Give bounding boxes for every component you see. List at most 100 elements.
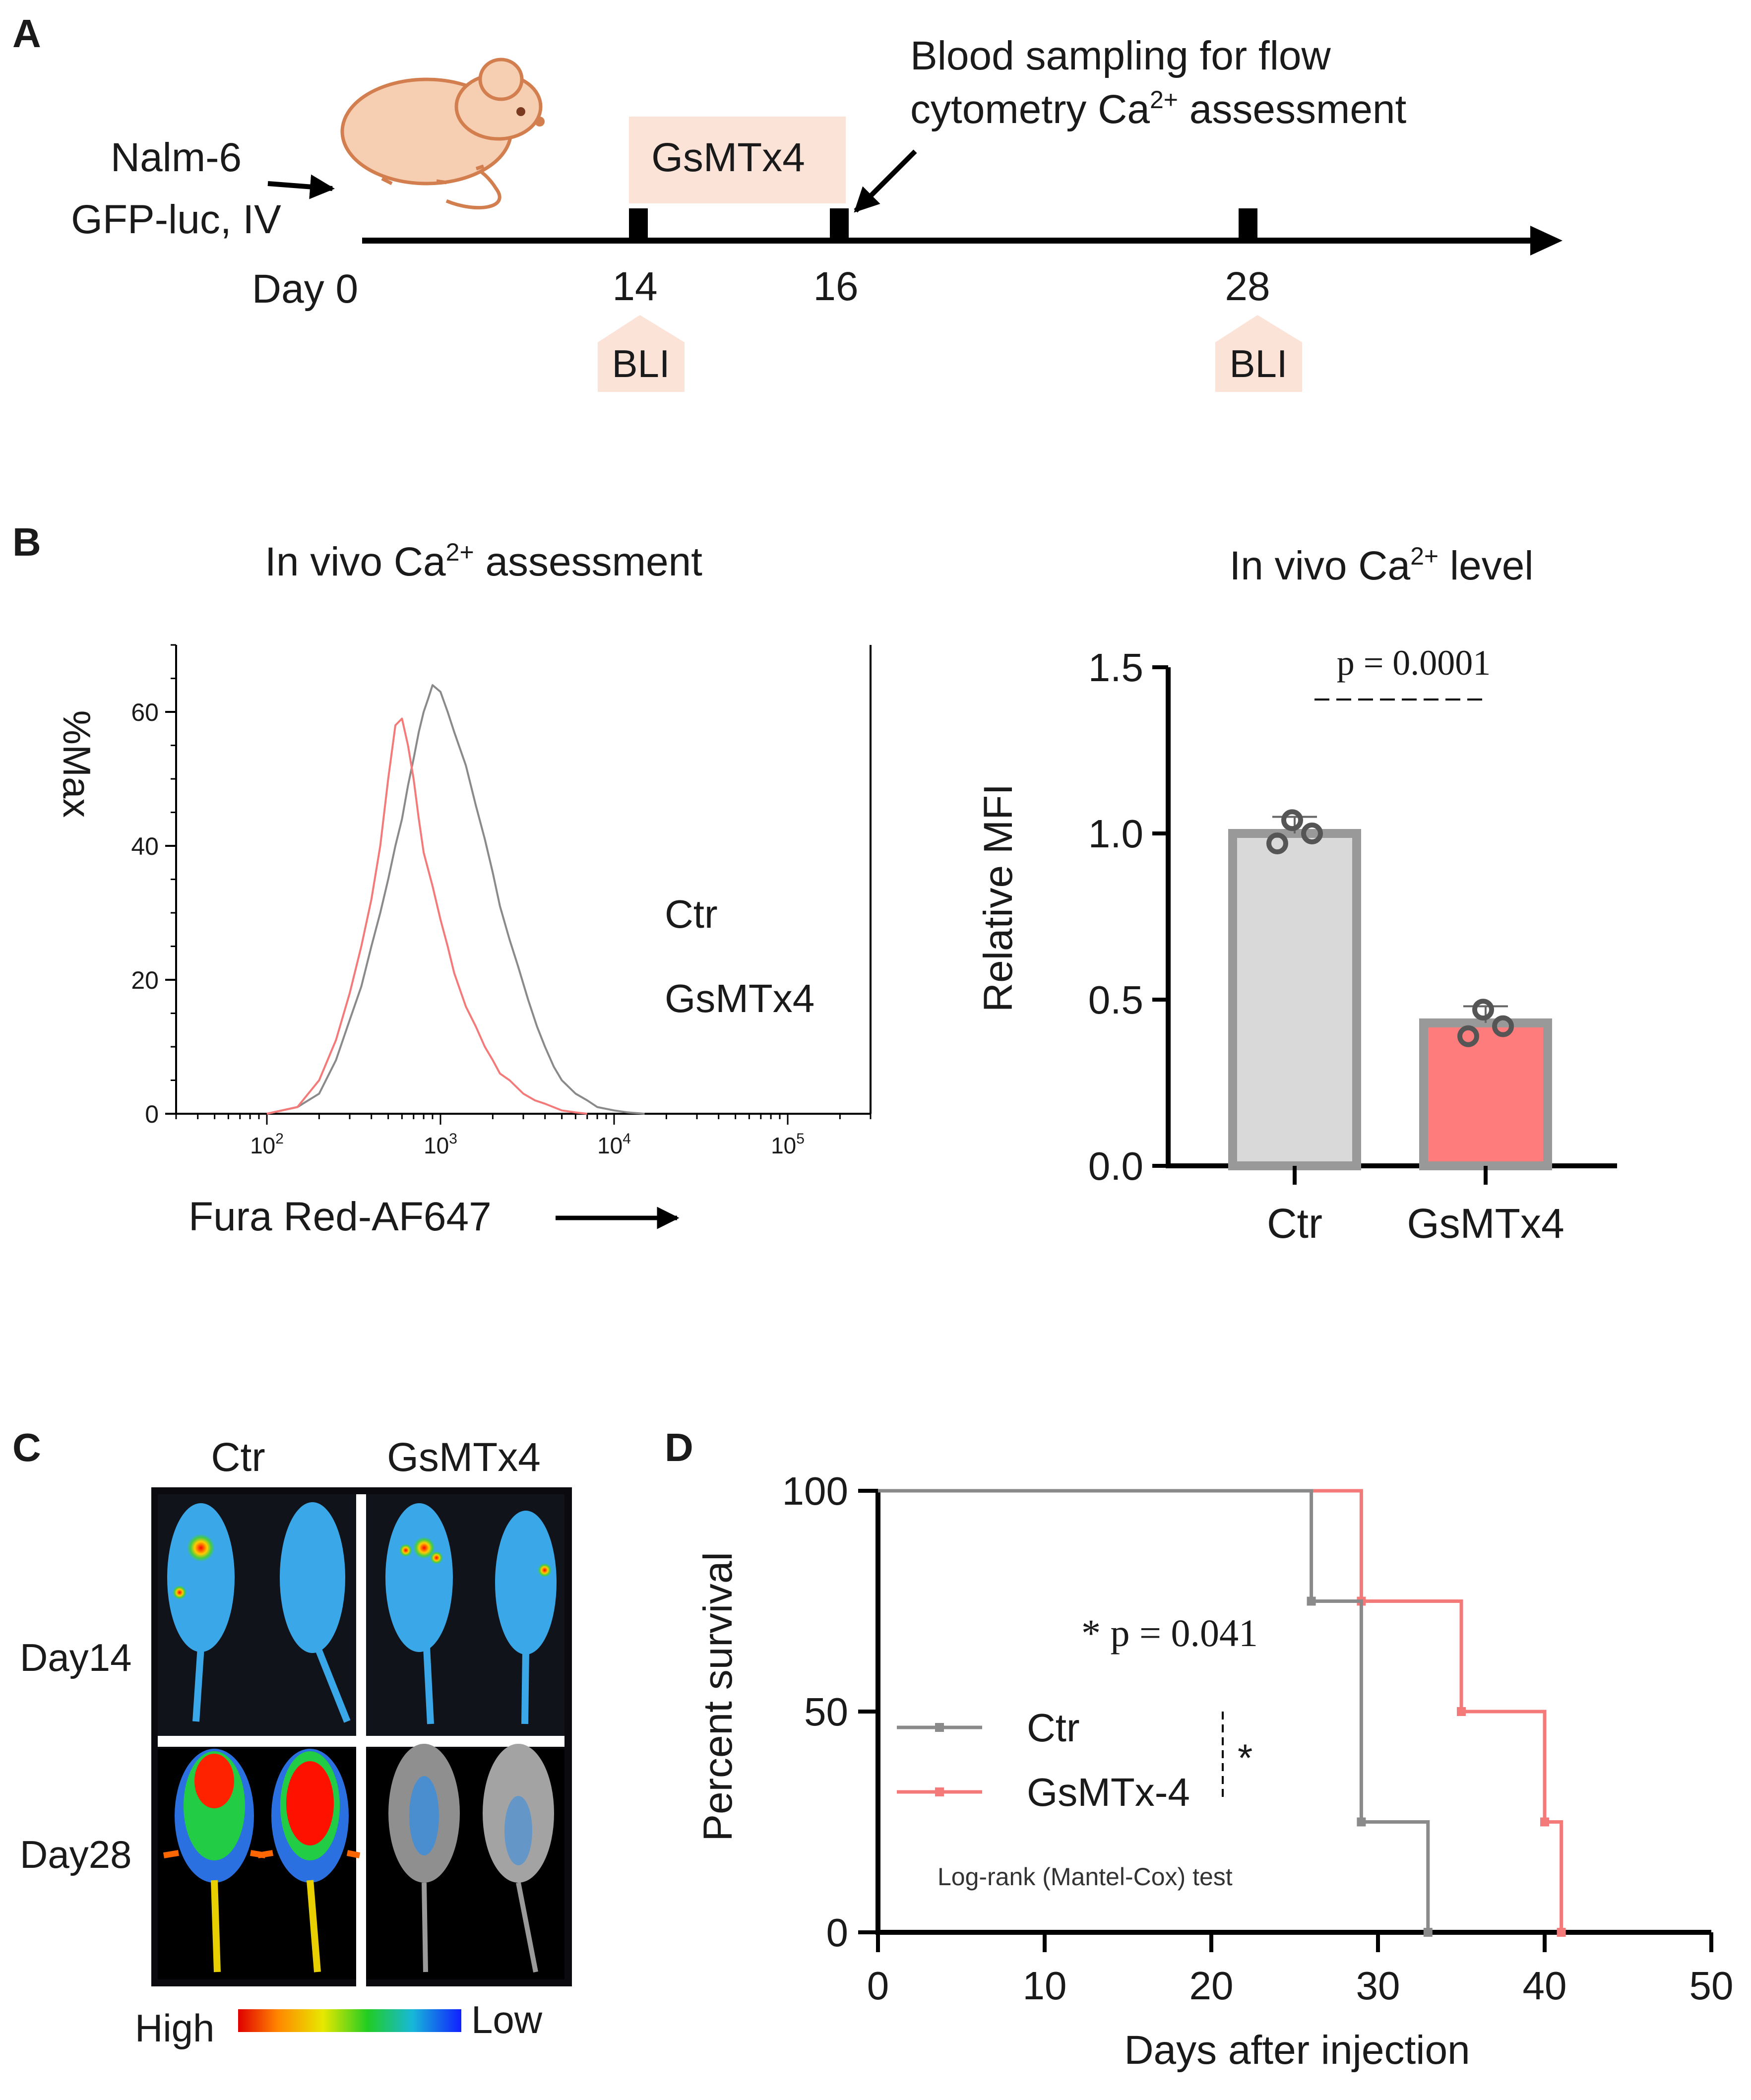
cells-label-line1: Nalm-6 [111, 135, 242, 180]
panel-d-label: D [665, 1425, 693, 1469]
histogram-x-tick-label: 105 [771, 1131, 805, 1158]
data-point [1492, 1015, 1514, 1037]
survival-test-label: Log-rank (Mantel-Cox) test [938, 1863, 1233, 1891]
panel-b-label: B [12, 520, 41, 564]
timeline-arrow-icon [1530, 226, 1563, 255]
significance-star: * [1238, 1736, 1252, 1780]
mouse-image [163, 1749, 266, 1973]
censor-mark [1307, 1596, 1316, 1606]
row-label-day28: Day28 [20, 1833, 131, 1876]
day-label: Day 0 [252, 266, 358, 312]
bar-chart-category-label: GsMTx4 [1407, 1200, 1564, 1247]
panel-a-label: A [12, 11, 41, 56]
histogram-x-tick-label: 104 [597, 1131, 631, 1158]
scale-low-label: Low [471, 1998, 543, 2041]
survival-x-tick-label: 50 [1689, 1964, 1734, 2008]
bar-chart-y-tick-label: 1.5 [1088, 645, 1143, 690]
day-label: 16 [813, 264, 858, 309]
panel-c-label: C [12, 1425, 41, 1469]
mouse-icon [340, 58, 545, 210]
legend-label: GsMTx-4 [1027, 1770, 1190, 1814]
mouse-image [388, 1744, 460, 1973]
panel-d: D Percent survival Days after injection … [665, 1425, 1733, 2073]
bar-chart-p-value: p = 0.0001 [1337, 643, 1491, 683]
treatment-box [629, 117, 846, 203]
censor-mark [1423, 1928, 1433, 1937]
histogram-y-axis-label: %Max [55, 710, 99, 818]
timeline-marker-day16 [830, 208, 849, 241]
legend-gsmtx4: GsMTx4 [665, 976, 814, 1020]
bar-chart-y-axis-label: Relative MFI [976, 784, 1021, 1012]
column-label-ctr: Ctr [211, 1435, 265, 1480]
histogram-series-line [266, 684, 645, 1115]
survival-y-tick-label: 0 [826, 1910, 849, 1955]
histogram-y-tick-label: 40 [131, 832, 159, 860]
censor-mark [1357, 1817, 1366, 1827]
day-label: 28 [1225, 264, 1270, 309]
histogram-plot: 0 20 40 60 102 103 104 105 Ctr GsMTx4 [131, 644, 872, 1158]
bli-image-panel [151, 1487, 572, 1986]
survival-y-axis-label: Percent survival [695, 1552, 741, 1841]
bli-marker-day28 [1215, 315, 1302, 392]
legend-label: Ctr [1027, 1706, 1080, 1750]
histogram-title: In vivo Ca2+ assessment [265, 538, 702, 584]
sampling-label-line2: cytometry Ca2+ assessment [910, 86, 1407, 132]
cells-label-line2: GFP-luc, IV [71, 197, 281, 242]
histogram-y-tick-label: 0 [145, 1100, 159, 1128]
histogram-y-tick-label: 60 [131, 699, 159, 726]
censor-mark [1557, 1928, 1566, 1937]
panel-b: B In vivo Ca2+ assessment %Max 0 20 40 60 10… [12, 520, 1617, 1247]
mouse-image [385, 1503, 453, 1724]
survival-x-tick-label: 30 [1356, 1964, 1400, 2008]
survival-y-tick-label: 50 [804, 1690, 848, 1734]
injection-arrow-icon [267, 174, 335, 199]
survival-series-line [878, 1489, 1430, 1932]
data-point [1281, 809, 1303, 831]
bli-label: BLI [612, 342, 670, 385]
data-point [1457, 1025, 1479, 1047]
histogram-x-tick-label: 103 [424, 1131, 457, 1158]
sampling-label-line1: Blood sampling for flow [910, 33, 1331, 78]
bar-chart-plot: 0.0 0.5 1.0 1.5 Ctr GsMTx4 p = 0.0001 [1088, 643, 1617, 1247]
histogram-series-line [266, 717, 588, 1115]
color-scale-bar [238, 2009, 461, 2032]
survival-x-tick-label: 40 [1523, 1964, 1567, 2008]
bar-chart-y-tick-label: 0.0 [1088, 1144, 1143, 1188]
mouse-image [495, 1511, 557, 1724]
treatment-label: GsMTx4 [651, 135, 805, 180]
data-point [1301, 823, 1323, 844]
survival-x-tick-label: 20 [1189, 1964, 1234, 2008]
survival-x-tick-label: 0 [867, 1964, 889, 2008]
survival-x-tick-label: 10 [1023, 1964, 1067, 2008]
timeline-marker-day28 [1239, 208, 1257, 241]
survival-x-axis-label: Days after injection [1124, 2028, 1470, 2073]
mouse-image [257, 1749, 361, 1973]
sampling-arrow-icon [854, 149, 917, 213]
legend-ctr: Ctr [665, 892, 718, 936]
survival-plot: 0 50 100 0 10 20 30 40 50 Ctr GsMTx-4 [782, 1469, 1734, 2008]
bar [1228, 829, 1361, 1170]
legend-marker [935, 1787, 944, 1796]
censor-mark [1457, 1707, 1466, 1716]
bli-label: BLI [1229, 342, 1287, 385]
histogram-x-axis-label: Fura Red-AF647 [188, 1194, 492, 1239]
legend-marker [935, 1723, 944, 1732]
mouse-image [483, 1744, 554, 1973]
column-label-gsmtx4: GsMTx4 [387, 1435, 541, 1480]
scale-high-label: High [135, 2006, 214, 2050]
timeline-marker-day14 [629, 208, 648, 241]
histogram-x-tick-label: 102 [250, 1131, 284, 1158]
censor-mark [1540, 1817, 1549, 1827]
bar-chart-y-tick-label: 0.5 [1088, 978, 1143, 1022]
row-label-day14: Day14 [20, 1636, 131, 1679]
bar-chart-category-label: Ctr [1267, 1200, 1322, 1247]
mouse-image [167, 1503, 235, 1722]
bar-chart-title: In vivo Ca2+ level [1229, 542, 1533, 588]
survival-y-tick-label: 100 [782, 1469, 848, 1513]
day-label: 14 [612, 264, 657, 309]
bar [1419, 1018, 1552, 1170]
bli-marker-day14 [598, 315, 685, 392]
bar-chart-y-tick-label: 1.0 [1088, 812, 1143, 856]
survival-p-value: * p = 0.041 [1081, 1611, 1258, 1655]
